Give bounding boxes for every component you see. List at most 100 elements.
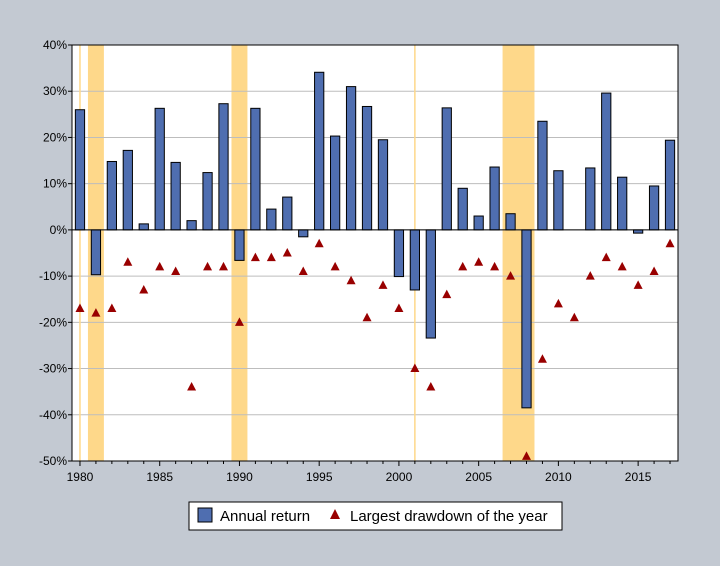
bar-2000 bbox=[393, 229, 405, 278]
drawdown-point-2003 bbox=[442, 289, 452, 299]
drawdown-point-1983 bbox=[123, 257, 133, 266]
x-tick-label-1: 1985 bbox=[146, 470, 173, 484]
drawdown-point-1985 bbox=[155, 261, 165, 271]
bar-2008 bbox=[521, 229, 532, 409]
bar-1980 bbox=[74, 109, 86, 231]
bar-1989 bbox=[218, 103, 229, 231]
y-tick-label-1: 30% bbox=[43, 84, 67, 98]
drawdown-point-2008 bbox=[522, 451, 531, 460]
bar-1994 bbox=[298, 229, 309, 238]
bar-1988 bbox=[202, 172, 213, 231]
bar-1992 bbox=[266, 208, 277, 231]
drawdown-point-1987 bbox=[187, 382, 197, 391]
bar-2017 bbox=[664, 139, 676, 231]
bar-1995 bbox=[314, 71, 325, 231]
drawdown-point-1998 bbox=[362, 312, 372, 322]
drawdown-point-1982 bbox=[107, 303, 117, 312]
drawdown-point-2013 bbox=[601, 252, 611, 262]
drawdown-point-2000 bbox=[394, 303, 404, 312]
legend-box bbox=[188, 501, 563, 531]
bar-1997 bbox=[345, 86, 357, 231]
drawdown-point-1980 bbox=[75, 303, 85, 312]
drawdown-point-1995 bbox=[314, 238, 324, 248]
bar-1993 bbox=[282, 196, 293, 231]
drawdown-point-1993 bbox=[282, 248, 292, 257]
y-tick-label-4: 0% bbox=[50, 223, 68, 237]
x-tick-label-5: 2005 bbox=[465, 470, 492, 484]
y-tick-label-2: 20% bbox=[43, 130, 67, 144]
bar-2012 bbox=[585, 167, 596, 231]
bar-1991 bbox=[250, 107, 261, 231]
bar-2004 bbox=[457, 187, 468, 231]
legend: Annual return Largest drawdown of the ye… bbox=[188, 501, 563, 531]
bar-2001 bbox=[409, 229, 420, 291]
annual-return-bars bbox=[74, 71, 676, 409]
drawdown-point-1991 bbox=[250, 252, 260, 262]
drawdown-point-2014 bbox=[617, 261, 627, 271]
legend-label-annual-return: Annual return bbox=[220, 508, 310, 525]
drawdown-points bbox=[75, 238, 675, 460]
x-tick-label-4: 2000 bbox=[386, 470, 413, 484]
bar-1983 bbox=[122, 149, 133, 231]
y-tick-label-0: 40% bbox=[43, 38, 67, 52]
drawdown-point-1992 bbox=[266, 252, 276, 262]
plot-area bbox=[72, 45, 678, 461]
drawdown-point-2015 bbox=[633, 280, 643, 289]
x-tick-label-2: 1990 bbox=[226, 470, 253, 484]
y-tick-label-3: 10% bbox=[43, 177, 67, 191]
drawdown-point-1999 bbox=[378, 280, 388, 289]
legend-label-drawdown: Largest drawdown of the year bbox=[350, 508, 548, 525]
bar-2014 bbox=[617, 176, 628, 231]
bar-2016 bbox=[648, 185, 660, 231]
drawdown-point-2001 bbox=[410, 363, 420, 373]
drawdown-point-1981 bbox=[91, 308, 101, 317]
bar-2010 bbox=[553, 170, 564, 231]
drawdown-point-2011 bbox=[569, 312, 579, 322]
bar-1996 bbox=[330, 135, 341, 231]
bar-2007 bbox=[505, 213, 516, 231]
y-tick-label-7: -30% bbox=[39, 362, 67, 376]
drawdown-point-2012 bbox=[585, 271, 595, 280]
drawdown-point-2010 bbox=[553, 298, 563, 308]
drawdown-point-1997 bbox=[346, 275, 356, 285]
y-tick-label-6: -20% bbox=[39, 315, 67, 329]
drawdown-point-2017 bbox=[665, 238, 675, 248]
bar-1985 bbox=[154, 107, 165, 231]
y-axis: 40% 30% 20% 10% 0% -10% -20% -30% -40% -50% bbox=[39, 38, 72, 468]
y-tick-label-9: -50% bbox=[39, 454, 67, 468]
drawdown-point-1988 bbox=[203, 261, 213, 271]
bar-2003 bbox=[441, 107, 452, 231]
bar-2006 bbox=[489, 166, 500, 231]
bar-2005 bbox=[473, 215, 484, 231]
bar-1984 bbox=[138, 223, 149, 231]
drawdown-point-1994 bbox=[298, 266, 308, 275]
drawdown-point-1990 bbox=[234, 317, 244, 326]
x-tick-label-3: 1995 bbox=[306, 470, 333, 484]
drawdown-point-2005 bbox=[474, 257, 484, 266]
drawdown-point-2004 bbox=[458, 261, 468, 271]
legend-bar-swatch bbox=[197, 507, 213, 523]
bar-1999 bbox=[377, 139, 389, 231]
bar-1990 bbox=[234, 229, 245, 261]
legend-triangle-marker bbox=[330, 509, 340, 519]
drawdown-point-1986 bbox=[171, 266, 181, 275]
x-tick-label-7: 2015 bbox=[625, 470, 652, 484]
drawdown-point-2007 bbox=[506, 271, 516, 280]
bar-1998 bbox=[361, 105, 373, 231]
drawdown-point-2009 bbox=[537, 354, 547, 363]
x-axis: 1980 1985 1990 1995 2000 2005 2010 2015 bbox=[67, 461, 671, 484]
drawdown-point-2016 bbox=[649, 266, 659, 275]
plot-frame bbox=[71, 44, 679, 462]
bar-2002 bbox=[425, 229, 436, 339]
drawdown-point-1989 bbox=[219, 261, 228, 271]
drawdown-point-1984 bbox=[139, 284, 149, 294]
x-tick-label-6: 2010 bbox=[545, 470, 572, 484]
drawdown-point-2002 bbox=[426, 382, 436, 391]
bar-1981 bbox=[90, 229, 102, 276]
drawdown-point-2006 bbox=[490, 261, 500, 271]
x-tick-label-0: 1980 bbox=[67, 470, 94, 484]
bar-1982 bbox=[106, 160, 117, 231]
bar-2013 bbox=[601, 92, 612, 231]
y-tick-label-5: -10% bbox=[39, 269, 67, 283]
